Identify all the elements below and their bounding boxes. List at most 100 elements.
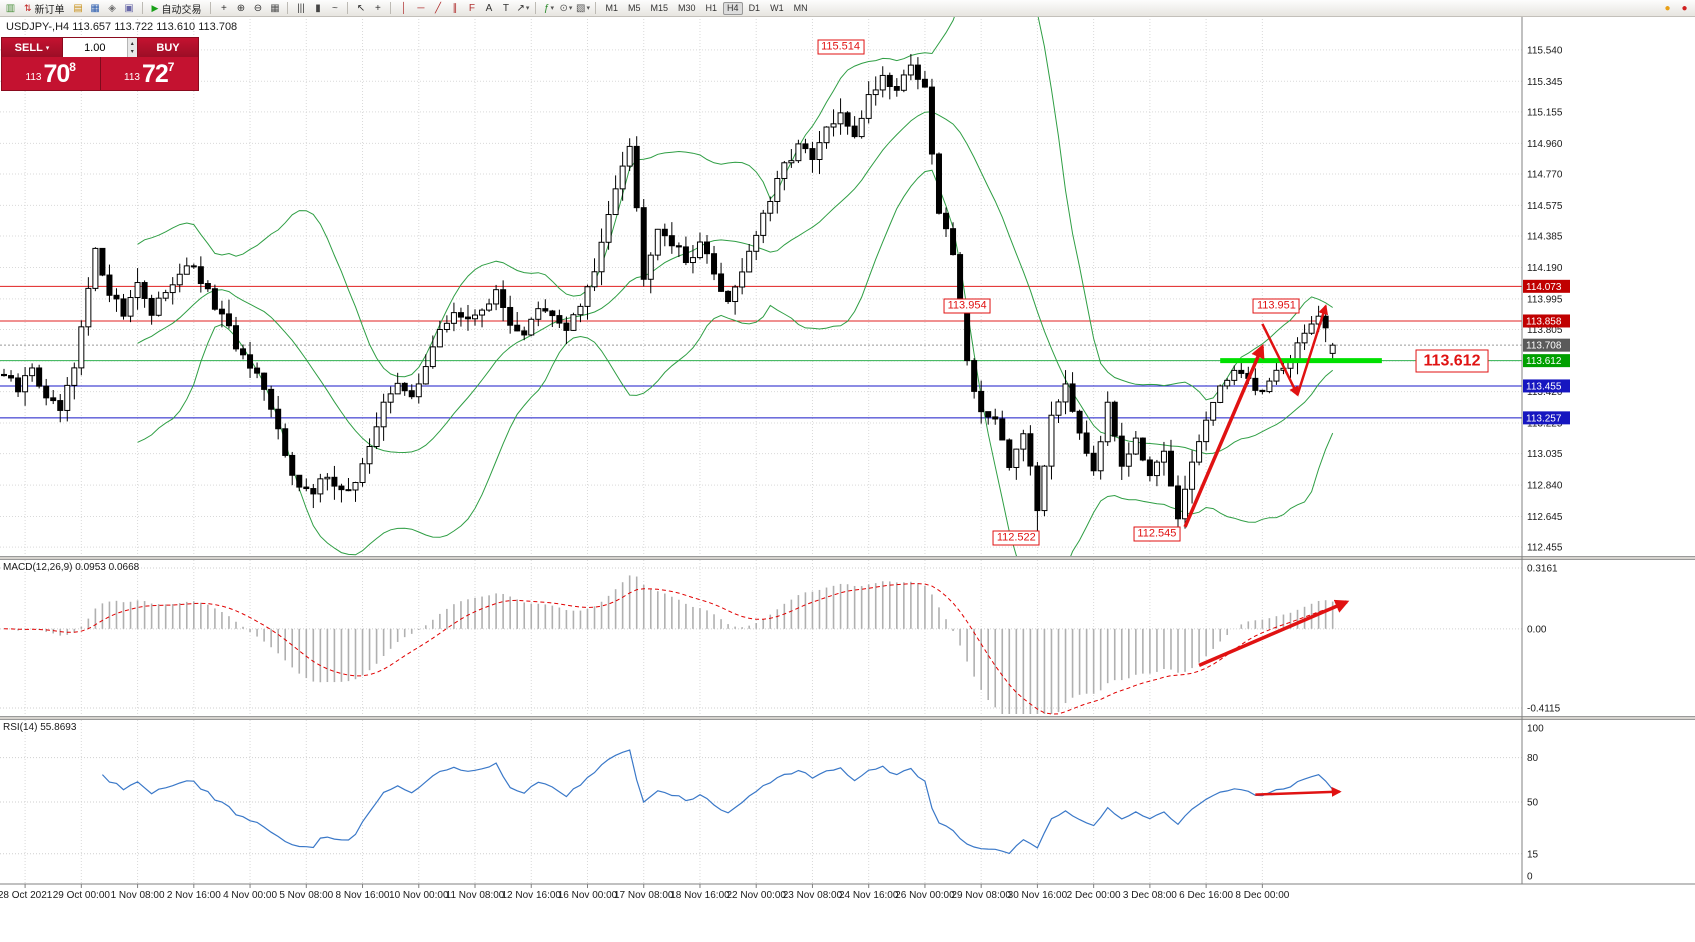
- arrows-tool-icon[interactable]: ↗ ▾: [516, 2, 530, 14]
- channel-tool-icon[interactable]: ∥: [447, 2, 462, 15]
- terminal-icon[interactable]: ▣: [122, 2, 137, 15]
- bollinger-lower-line: [137, 169, 1334, 556]
- chart-profiles-icon[interactable]: ▤: [71, 2, 86, 15]
- time-axis-label: 16 Nov 00:00: [558, 890, 618, 901]
- time-axis-label: 29 Nov 08:00: [951, 890, 1011, 901]
- axis-price-tag: 113.257: [1523, 411, 1570, 425]
- timeframe-m15-button[interactable]: M15: [647, 2, 673, 15]
- volume-up-icon[interactable]: ▴: [130, 40, 134, 47]
- navigator-icon[interactable]: ◈: [105, 2, 120, 15]
- price-annotation-label[interactable]: 112.545: [1133, 526, 1181, 542]
- buy-button-label: BUY: [156, 41, 180, 54]
- time-axis-label: 2 Nov 16:00: [167, 890, 221, 901]
- time-axis-label: 29 Oct 00:00: [53, 890, 111, 901]
- volume-input[interactable]: [63, 38, 127, 57]
- axis-price-tag: 113.858: [1523, 314, 1570, 328]
- axis-price-tag: 113.708: [1523, 338, 1570, 352]
- text-tool-icon[interactable]: A: [481, 2, 496, 15]
- price-tick-label: 113.995: [1527, 294, 1563, 305]
- buy-button[interactable]: BUY: [138, 38, 198, 57]
- time-axis-label: 10 Nov 00:00: [389, 890, 449, 901]
- time-axis-label: 6 Dec 16:00: [1179, 890, 1233, 901]
- price-annotation-label[interactable]: 113.954: [943, 298, 991, 313]
- timeframe-h4-button[interactable]: H4: [723, 1, 743, 15]
- price-tick-label: 113.420: [1527, 387, 1563, 398]
- time-axis-label: 8 Nov 16:00: [336, 890, 390, 901]
- buy-price-main: 72: [141, 60, 169, 88]
- price-annotation-label[interactable]: 113.612: [1415, 349, 1489, 373]
- indicators-icon[interactable]: ƒ ▾: [541, 2, 556, 15]
- toolbar-separator: [390, 2, 392, 14]
- time-axis-label: 4 Nov 00:00: [223, 890, 277, 901]
- time-axis[interactable]: 28 Oct 2021 29 Oct 00:00 1 Nov 08:00 2 Nov …: [0, 884, 1290, 901]
- time-axis-label: 18 Nov 16:00: [670, 890, 730, 901]
- svg-text:113.257: 113.257: [1526, 413, 1562, 424]
- market-watch-icon[interactable]: ▦: [88, 2, 103, 15]
- horizontal-line-tool-icon[interactable]: ─: [413, 2, 428, 15]
- price-annotation-label[interactable]: 113.951: [1252, 298, 1300, 314]
- chart-grid: [0, 16, 1522, 884]
- price-tick-label: 113.035: [1527, 449, 1563, 460]
- zoom-in-icon[interactable]: ⊕: [233, 2, 248, 15]
- auto-trading-button[interactable]: ▶ 自动交易: [148, 1, 206, 16]
- chat-icon[interactable]: ●: [1660, 2, 1675, 15]
- sell-price-prefix: 113: [25, 72, 42, 83]
- new-chart-icon[interactable]: ▥: [3, 2, 18, 15]
- timeframe-w1-button[interactable]: W1: [766, 2, 788, 15]
- buy-price[interactable]: 113 72 7: [101, 57, 199, 90]
- rsi-axis-label: 15: [1527, 849, 1539, 860]
- trend-arrow: [1255, 786, 1342, 797]
- timeframe-h1-button[interactable]: H1: [702, 2, 722, 15]
- volume-box: ▴ ▾: [63, 38, 137, 57]
- rsi-indicator-label: RSI(14) 55.8693: [3, 722, 77, 733]
- fibonacci-tool-icon[interactable]: F: [464, 2, 479, 15]
- new-order-button[interactable]: ⇅ 新订单: [20, 1, 69, 16]
- price-tick-label: 115.540: [1527, 45, 1563, 56]
- crosshair-tool-icon[interactable]: +: [370, 2, 385, 15]
- sell-button[interactable]: SELL ▾: [2, 38, 62, 57]
- panel-separator[interactable]: [0, 556, 1695, 560]
- rsi-axis-label: 0: [1527, 872, 1533, 883]
- trendline-tool-icon[interactable]: ╱: [430, 2, 445, 15]
- label-tool-icon[interactable]: T: [498, 2, 513, 15]
- price-axis[interactable]: 115.540 115.345 115.155 114.960 114.770 114.5…: [0, 16, 1695, 885]
- volume-down-icon[interactable]: ▾: [130, 48, 134, 55]
- trend-arrow: [1261, 323, 1299, 397]
- timeframe-m5-button[interactable]: M5: [624, 2, 645, 15]
- zoom-out-icon[interactable]: ⊖: [250, 2, 265, 15]
- timeframe-d1-button[interactable]: D1: [745, 2, 765, 15]
- candlestick-type-icon[interactable]: ▮: [310, 2, 325, 15]
- cursor-icon[interactable]: ↖: [353, 2, 368, 15]
- macd-axis-label: -0.4115: [1527, 704, 1561, 715]
- crosshair-icon[interactable]: +: [216, 2, 231, 15]
- bar-chart-type-icon[interactable]: |||: [293, 2, 308, 15]
- macd-axis-label: 0.00: [1527, 624, 1547, 635]
- price-tick-label: 112.645: [1527, 512, 1563, 523]
- chart-ohlc-header: USDJPY-,H4 113.657 113.722 113.610 113.7…: [6, 21, 238, 33]
- bollinger-upper-line: [137, 16, 1333, 401]
- record-icon[interactable]: ●: [1677, 2, 1692, 15]
- price-annotation-label[interactable]: 112.522: [992, 530, 1040, 546]
- timeframe-m1-button[interactable]: M1: [601, 2, 622, 15]
- sell-price[interactable]: 113 70 8: [2, 57, 100, 90]
- buy-price-prefix: 113: [124, 72, 140, 83]
- time-axis-label: 3 Dec 08:00: [1123, 890, 1177, 901]
- timeframe-mn-button[interactable]: MN: [790, 2, 812, 15]
- panel-separator[interactable]: [0, 716, 1695, 720]
- toolbar-separator: [210, 2, 212, 14]
- templates-icon[interactable]: ▧ ▾: [575, 2, 590, 14]
- vertical-line-tool-icon[interactable]: │: [396, 2, 411, 15]
- periods-icon[interactable]: ⊙ ▾: [559, 2, 573, 14]
- price-tick-label: 114.770: [1527, 169, 1563, 180]
- new-order-button-label: 新订单: [34, 4, 65, 16]
- price-annotation-label[interactable]: 115.514: [817, 39, 865, 55]
- time-axis-label: 24 Nov 16:00: [839, 890, 899, 901]
- toolbar-separator: [347, 2, 349, 14]
- timeframe-m30-button[interactable]: M30: [674, 2, 700, 15]
- trend-arrows[interactable]: [1183, 304, 1350, 797]
- axis-price-tag: 113.455: [1523, 379, 1570, 393]
- tile-windows-icon[interactable]: ▦: [267, 2, 282, 15]
- line-chart-type-icon[interactable]: ~: [327, 2, 342, 15]
